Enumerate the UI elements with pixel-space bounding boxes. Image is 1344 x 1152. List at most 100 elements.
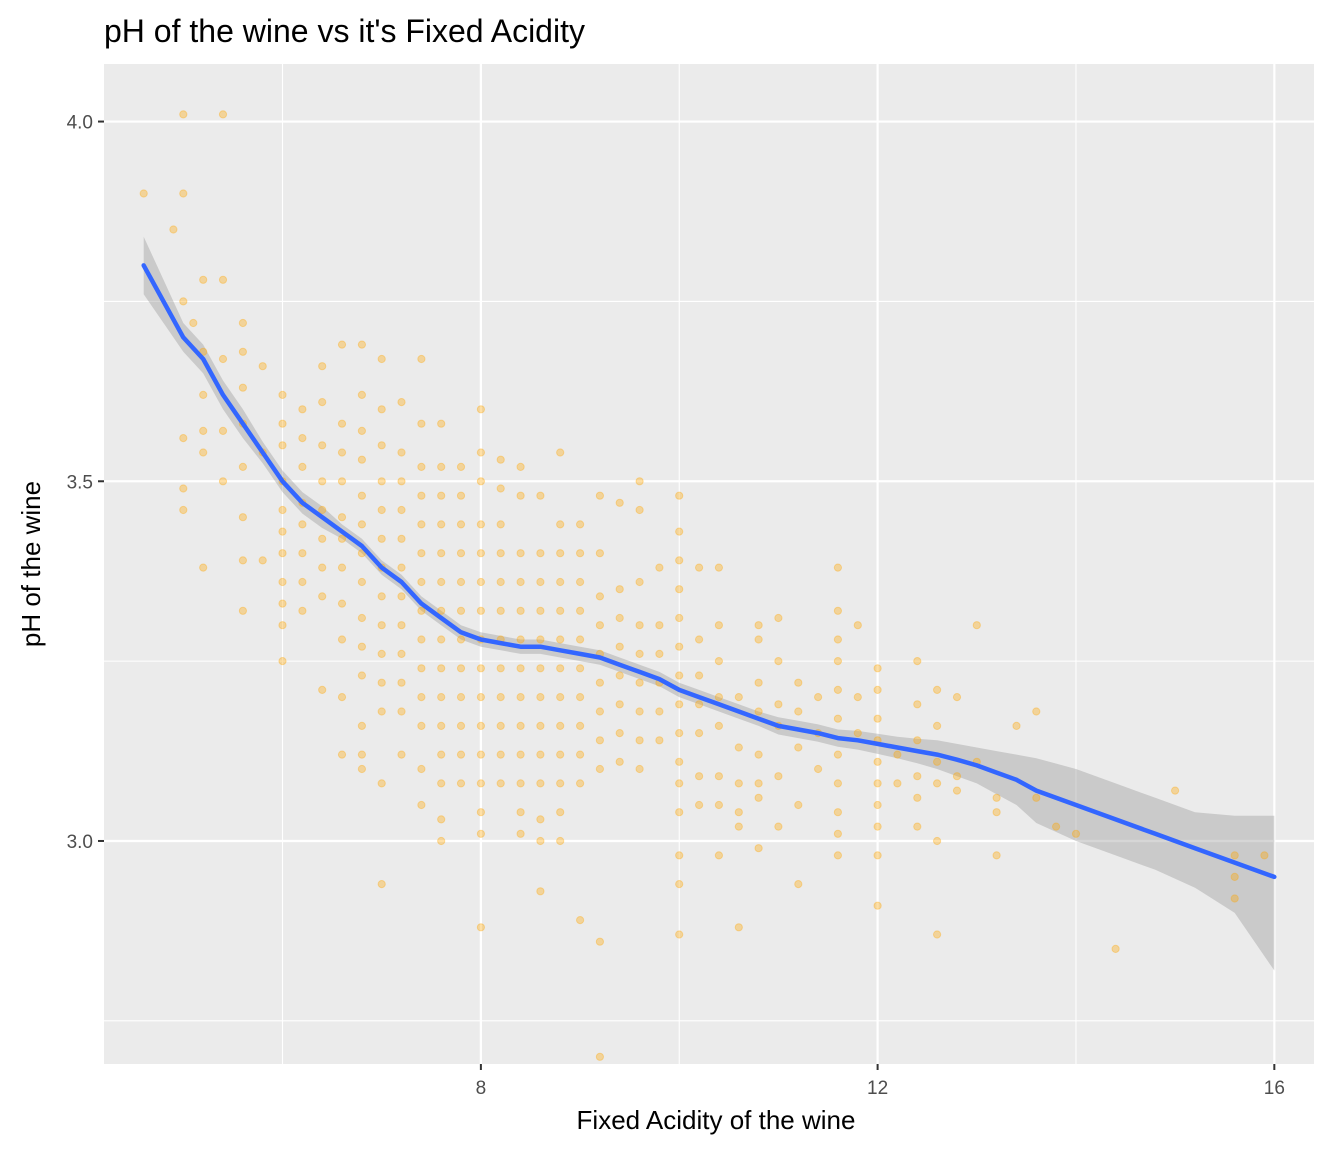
data-point: [595, 1052, 605, 1061]
data-point: [516, 577, 525, 587]
data-point: [873, 685, 882, 695]
data-point: [456, 549, 466, 558]
data-point: [238, 347, 247, 356]
data-point: [754, 750, 763, 759]
data-point: [556, 693, 565, 702]
data-point: [437, 836, 446, 846]
data-point: [298, 577, 307, 587]
data-point: [833, 829, 843, 838]
data-point: [318, 563, 327, 572]
data-point: [476, 606, 485, 615]
data-point: [417, 721, 426, 731]
data-point: [476, 829, 485, 838]
data-point: [556, 448, 565, 457]
data-point: [456, 721, 466, 731]
data-point: [1071, 829, 1081, 838]
data-point: [873, 800, 882, 810]
data-point: [377, 477, 386, 486]
data-point: [635, 621, 644, 630]
data-point: [595, 937, 605, 946]
data-point: [714, 851, 724, 860]
data-point: [516, 693, 525, 702]
data-point: [337, 693, 347, 702]
data-point: [417, 606, 426, 615]
data-point: [536, 606, 545, 615]
data-point: [397, 477, 406, 486]
data-point: [556, 721, 565, 731]
data-point: [496, 549, 505, 558]
data-point: [437, 750, 446, 759]
data-point: [437, 815, 446, 824]
data-point: [397, 398, 406, 407]
data-point: [1230, 851, 1239, 860]
data-point: [1032, 707, 1041, 716]
data-point: [238, 606, 247, 615]
data-point: [714, 693, 724, 702]
data-point: [516, 491, 525, 500]
data-point: [179, 189, 188, 198]
data-point: [496, 721, 505, 731]
data-point: [635, 736, 644, 745]
data-point: [417, 664, 426, 673]
data-point: [695, 700, 704, 709]
data-point: [615, 729, 624, 738]
data-point: [794, 707, 803, 716]
data-point: [456, 520, 466, 529]
data-point: [1052, 822, 1061, 831]
y-axis: 3.0 3.5 4.0: [67, 113, 104, 853]
data-point: [199, 275, 208, 284]
data-point: [754, 621, 763, 630]
data-point: [675, 585, 684, 594]
data-point: [774, 657, 783, 666]
data-point: [833, 657, 843, 666]
data-point: [635, 707, 644, 716]
data-point: [357, 642, 366, 651]
data-point: [873, 901, 882, 910]
data-point: [833, 685, 843, 695]
data-point: [179, 297, 188, 306]
smooth-line: [141, 263, 1277, 880]
data-point: [576, 916, 585, 925]
data-point: [635, 477, 644, 486]
data-point: [695, 635, 704, 644]
data-point: [496, 577, 505, 587]
data-point: [675, 700, 684, 709]
data-point: [675, 613, 684, 623]
data-point: [695, 729, 704, 738]
data-point: [853, 621, 862, 630]
y-axis-title: pH of the wine: [16, 481, 46, 647]
data-point: [933, 836, 942, 846]
data-point: [734, 808, 743, 817]
data-point: [496, 606, 505, 615]
data-point: [714, 621, 724, 630]
data-point: [734, 822, 743, 831]
data-point: [933, 779, 942, 788]
data-point: [814, 693, 823, 702]
data-point: [476, 779, 485, 788]
data-point: [536, 779, 545, 788]
data-point: [377, 649, 386, 659]
data-point: [754, 635, 763, 644]
data-point: [933, 930, 942, 939]
data-point: [377, 441, 386, 450]
data-point: [218, 275, 228, 284]
data-point: [933, 685, 942, 695]
data-point: [417, 462, 426, 471]
data-point: [238, 556, 247, 565]
data-point: [516, 664, 525, 673]
data-point: [536, 664, 545, 673]
data-point: [377, 707, 386, 716]
data-point: [556, 606, 565, 615]
data-point: [337, 419, 347, 428]
data-point: [357, 426, 366, 435]
data-point: [536, 815, 545, 824]
data-point: [734, 923, 743, 932]
data-point: [913, 793, 922, 802]
data-point: [476, 693, 485, 702]
data-point: [397, 534, 406, 543]
data-point: [695, 772, 704, 781]
data-point: [199, 563, 208, 572]
data-point: [714, 772, 724, 781]
data-point: [675, 808, 684, 817]
data-point: [893, 779, 902, 788]
